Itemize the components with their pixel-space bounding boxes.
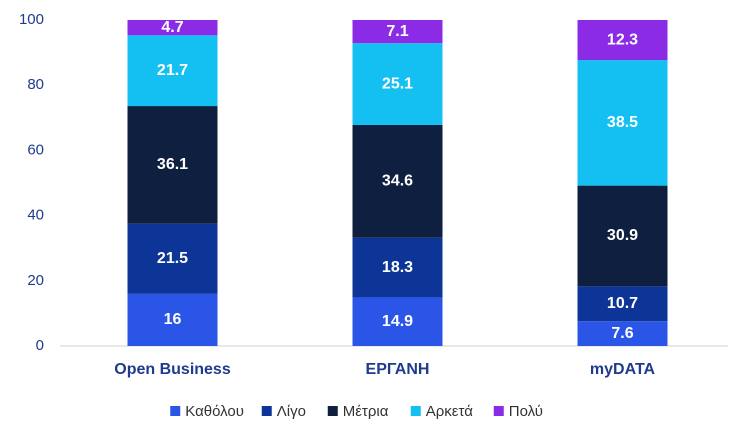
bar-segment [127, 293, 218, 346]
x-tick-label: ΕΡΓΑΝΗ [366, 361, 430, 378]
bar-segment [577, 185, 668, 287]
bar-segment [127, 20, 218, 36]
bar-segment [127, 223, 218, 294]
legend-swatch [493, 406, 504, 416]
legend-label: Μέτρια [343, 403, 389, 420]
data-label: 25.1 [382, 75, 413, 92]
legend-label: Αρκετά [426, 403, 473, 420]
y-tick-label: 0 [36, 337, 44, 354]
data-label: 7.6 [611, 325, 633, 342]
y-tick-label: 40 [27, 207, 44, 224]
data-label: 14.9 [382, 313, 413, 330]
legend-swatch [410, 406, 421, 416]
legend-label: Λίγο [277, 403, 306, 420]
data-label: 7.1 [386, 23, 408, 40]
data-label: 18.3 [382, 259, 413, 276]
legend-swatch [261, 406, 272, 416]
bar-segment [577, 60, 668, 186]
bar-segment [577, 321, 668, 346]
y-tick-label: 100 [19, 11, 44, 28]
legend-swatch [170, 406, 181, 416]
data-label: 21.7 [157, 62, 188, 79]
data-label: 21.5 [157, 250, 188, 267]
data-label: 34.6 [382, 173, 413, 190]
y-tick-label: 20 [27, 272, 44, 289]
bar-segment [352, 43, 443, 125]
bar-segment [127, 106, 218, 224]
bar-segment [577, 20, 668, 61]
legend-label: Καθόλου [185, 403, 244, 420]
x-tick-label: myDATA [590, 361, 656, 378]
bar-segment [352, 297, 443, 346]
bar-segment [577, 286, 668, 322]
legend-label: Πολύ [509, 403, 543, 420]
y-tick-label: 80 [27, 76, 44, 93]
bar-segment [127, 35, 218, 107]
data-label: 30.9 [607, 227, 638, 244]
bar-segment [352, 237, 443, 298]
legend-swatch [327, 406, 338, 416]
y-tick-label: 60 [27, 141, 44, 158]
data-label: 10.7 [607, 295, 638, 312]
data-label: 38.5 [607, 114, 638, 131]
bar-segment [352, 20, 443, 44]
bar-segment [352, 124, 443, 238]
x-tick-label: Open Business [114, 361, 231, 378]
data-label: 12.3 [607, 31, 638, 48]
data-label: 36.1 [157, 156, 188, 173]
data-label: 16 [164, 311, 182, 328]
data-label: 4.7 [161, 19, 183, 36]
